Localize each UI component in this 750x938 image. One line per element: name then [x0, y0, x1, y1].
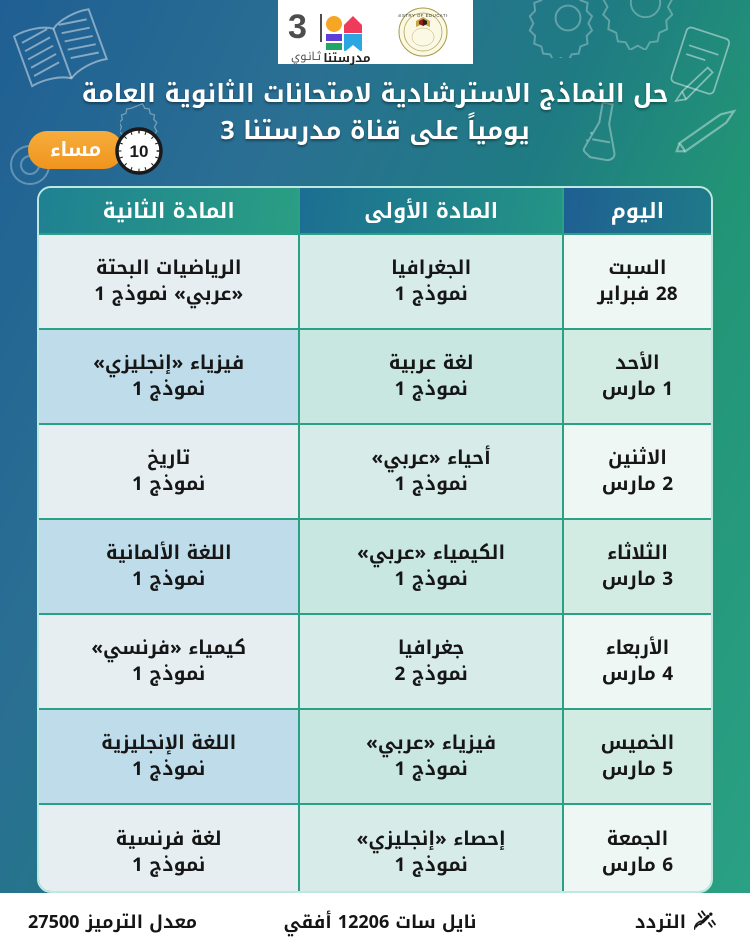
svg-text:10: 10 [130, 142, 149, 161]
